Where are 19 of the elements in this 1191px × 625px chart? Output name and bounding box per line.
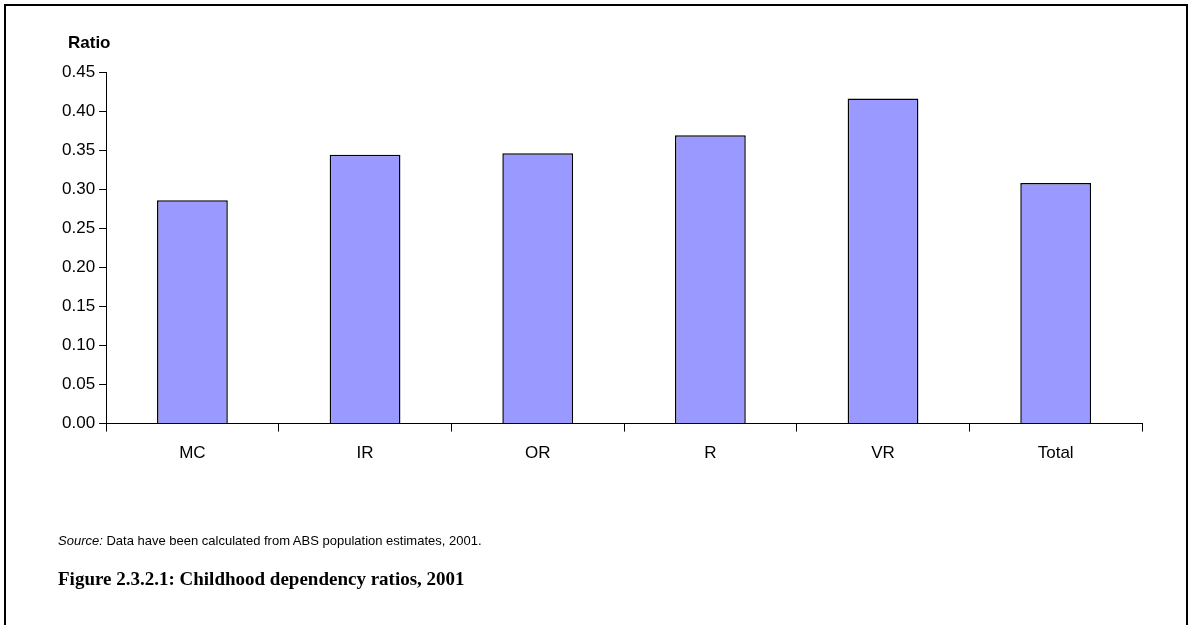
y-tick-label: 0.00	[61, 413, 96, 433]
y-tick-label: 0.40	[61, 100, 96, 120]
x-tick-label: R	[704, 443, 717, 463]
y-tick-label: 0.25	[61, 217, 96, 237]
y-tick-label: 0.10	[61, 335, 96, 355]
y-tick-label: 0.30	[61, 178, 96, 198]
y-tick-label: 0.15	[61, 296, 96, 316]
y-tick-label: 0.45	[61, 61, 96, 81]
y-tick-label: 0.35	[61, 139, 96, 159]
x-tick-label: OR	[524, 443, 551, 463]
x-tick-label: Total	[1037, 443, 1074, 463]
x-tick-label: IR	[356, 443, 374, 463]
x-tick-label: MC	[179, 443, 206, 463]
y-axis-title: Ratio	[68, 33, 111, 52]
y-tick-label: 0.20	[61, 257, 96, 277]
source-note: Source: Data have been calculated from ABS population estimates, 2001.	[58, 533, 482, 548]
y-tick-label: 0.05	[61, 374, 96, 394]
x-tick-label: VR	[871, 443, 895, 463]
text: Figure 2.3.2.1: Childhood dependency ratios, 2001	[58, 568, 465, 590]
